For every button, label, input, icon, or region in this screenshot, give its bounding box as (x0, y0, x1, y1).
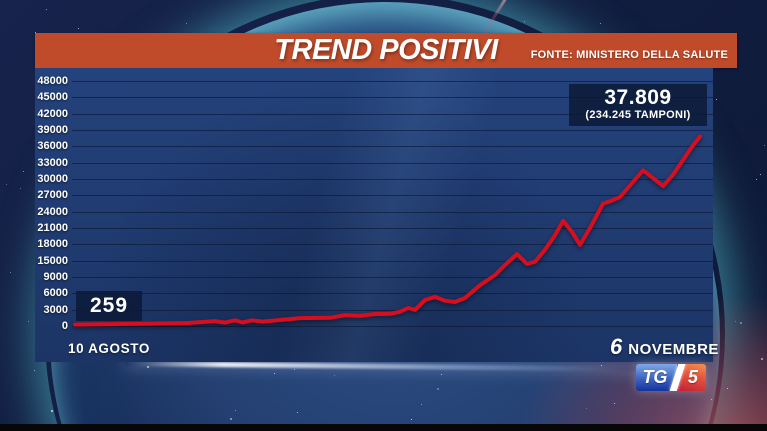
date-month: NOVEMBRE (628, 341, 719, 358)
chart-title: TREND POSITIVI (274, 34, 498, 66)
x-axis-end-label: 6 NOVEMBRE (610, 334, 719, 360)
start-value-box: 259 (76, 291, 142, 321)
bottom-black-bar (0, 424, 767, 431)
source-label: FONTE: MINISTERO DELLA SALUTE (530, 49, 728, 61)
end-tests-label: (234.245 TAMPONI) (585, 109, 691, 121)
start-value: 259 (89, 294, 129, 317)
date-day: 6 (610, 334, 623, 359)
title-banner: TREND POSITIVI FONTE: MINISTERO DELLA SA… (35, 33, 737, 68)
tg5-logo: TG 5 (636, 364, 706, 391)
end-value: 37.809 (604, 86, 672, 109)
end-value-box: 37.809 (234.245 TAMPONI) (569, 84, 707, 126)
x-axis-start-label: 10 AGOSTO (68, 341, 150, 356)
